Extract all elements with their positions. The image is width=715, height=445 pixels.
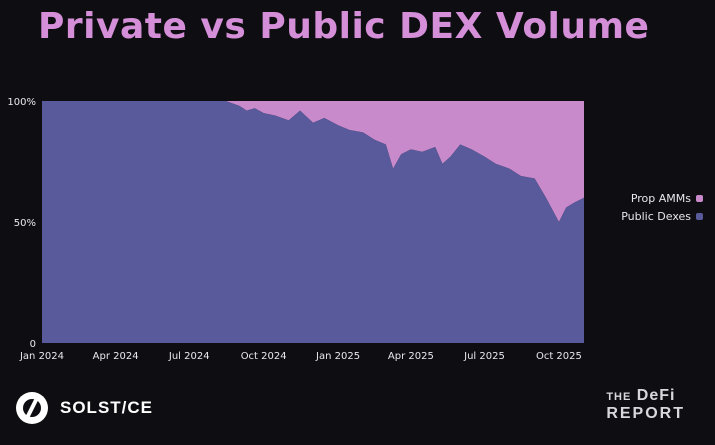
logo-report: REPORT [606, 405, 685, 422]
logo-the: THE [606, 391, 632, 403]
defi-report-logo: THE DeFi REPORT [606, 388, 685, 422]
x-tick-label: Jul 2025 [463, 351, 505, 362]
legend-swatch [696, 213, 703, 220]
y-tick-label: 50% [14, 218, 36, 229]
series-area-prop-amms [42, 101, 584, 222]
solstice-icon [16, 392, 48, 424]
solstice-logo: SOLST/CE [14, 390, 153, 426]
x-tick-label: Oct 2024 [241, 351, 287, 362]
x-tick-label: Apr 2025 [388, 351, 434, 362]
legend: Prop AMMs Public Dexes [621, 192, 703, 228]
x-tick-label: Jan 2025 [315, 351, 360, 362]
legend-swatch [696, 195, 703, 202]
y-tick-label: 0 [30, 339, 36, 350]
y-tick-label: 100% [7, 97, 36, 108]
series-area-public-dexes [42, 101, 584, 343]
legend-label: Public Dexes [621, 210, 691, 223]
x-tick-label: Apr 2024 [93, 351, 139, 362]
x-tick-label: Jan 2024 [19, 351, 64, 362]
x-tick-label: Jul 2024 [168, 351, 210, 362]
legend-item-public-dexes[interactable]: Public Dexes [621, 210, 703, 223]
legend-label: Prop AMMs [630, 192, 691, 205]
chart-title: Private vs Public DEX Volume [38, 6, 650, 47]
plot-area [42, 101, 584, 343]
legend-item-prop-amms[interactable]: Prop AMMs [621, 192, 703, 205]
solstice-logo-text: SOLST/CE [60, 398, 154, 417]
axes: 0 50% 100% Jan 2024 Apr 2024 Jul 2024 Oct 2024… [7, 97, 581, 362]
x-tick-label: Oct 2025 [536, 351, 582, 362]
logo-defi: DeFi [636, 387, 676, 404]
